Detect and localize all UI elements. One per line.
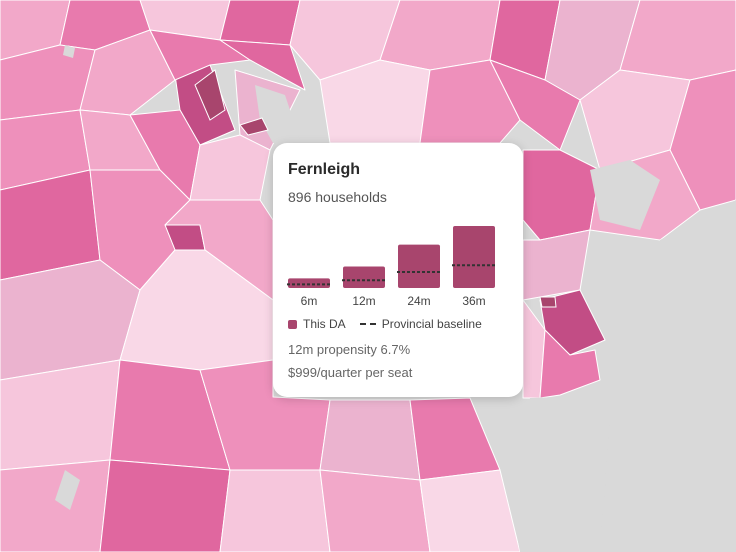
region-tooltip: Fernleigh 896 households 6m 12m 24m 36m Thi…	[273, 143, 523, 397]
map-region[interactable]	[319, 469, 431, 552]
legend-this-da: This DA	[303, 317, 346, 331]
map-region[interactable]	[319, 399, 421, 481]
tick-label-36m: 36m	[462, 294, 485, 308]
tick-label-6m: 6m	[301, 294, 318, 308]
bar-36m	[453, 225, 495, 288]
map-region[interactable]	[189, 134, 271, 201]
map-region[interactable]	[149, 29, 251, 81]
map-region[interactable]	[219, 0, 301, 46]
propensity-chart: 6m 12m 24m 36m	[287, 225, 496, 308]
highlighted-tracts	[194, 69, 557, 308]
legend-swatch-baseline	[359, 323, 376, 325]
propensity-stat: 12m propensity 6.7%	[288, 342, 411, 357]
map-region[interactable]	[79, 29, 176, 116]
map-region[interactable]	[0, 359, 121, 471]
map-region[interactable]	[619, 0, 736, 81]
map-region[interactable]	[0, 459, 111, 552]
map-region[interactable]	[419, 469, 521, 552]
price-stat: $999/quarter per seat	[288, 365, 413, 380]
map-region[interactable]	[489, 59, 581, 151]
map-region[interactable]	[522, 229, 591, 301]
legend-baseline: Provincial baseline	[381, 317, 482, 331]
map-region[interactable]	[419, 59, 521, 144]
legend-swatch-this-da	[288, 319, 297, 329]
bar-24m	[398, 244, 440, 288]
tick-label-12m: 12m	[352, 294, 375, 308]
bar-6m	[288, 278, 330, 288]
map-region[interactable]	[99, 459, 231, 552]
tooltip-households: 896 households	[288, 189, 387, 205]
chart-legend: This DA Provincial baseline	[288, 317, 482, 331]
map-region[interactable]	[219, 39, 306, 91]
map-region[interactable]	[379, 0, 501, 71]
tooltip-title: Fernleigh	[288, 161, 361, 178]
map-region[interactable]	[669, 69, 736, 211]
bar-12m	[343, 266, 385, 288]
water-features	[55, 45, 736, 552]
map-region[interactable]	[219, 469, 331, 552]
tick-label-24m: 24m	[407, 294, 430, 308]
